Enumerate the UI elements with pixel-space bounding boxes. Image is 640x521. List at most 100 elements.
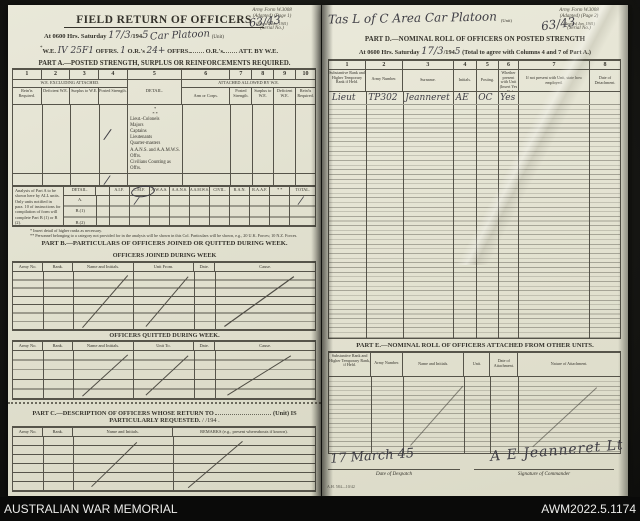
col-header-nature: Nature of Attachment. [550, 361, 588, 366]
despatch-signature-line [328, 469, 460, 470]
footnotes: * Insert detail of higher ranks as neces… [30, 228, 297, 239]
col-header-unit-from: Unit From. [134, 263, 195, 271]
col-header: C.M.F. [130, 187, 150, 195]
commander-signature-line [474, 469, 614, 470]
analysis-row-label: B.(2) [75, 219, 85, 225]
form-ref-line: (Adapted) (Page 1) [252, 14, 292, 20]
page-2: Tas L of C Area Car Platoon (Unit) Army … [322, 5, 628, 496]
col-header: Posted Strength. [230, 88, 253, 104]
entry-initials-handwritten: AE [455, 93, 469, 103]
col-number: 9 [274, 70, 297, 79]
col-header-date-attachment: Date of Attachment. [490, 353, 519, 376]
ors-label: O.R.'s [127, 48, 145, 55]
analysis-row-label: B.(1) [75, 208, 85, 213]
col-number: 1 [13, 70, 42, 79]
entry-posting-handwritten: OC [478, 93, 493, 103]
col-header-name: Name and Initials. [73, 263, 134, 271]
year-handwritten: 5 [454, 47, 461, 57]
col-header: A.W.A.S. [150, 187, 170, 195]
part-d-entry-row: Lieut TP302 Jeanneret AE OC Yes [329, 92, 620, 105]
col-header: Posted Strength. [99, 88, 128, 104]
part-d-datetime-line: At 0600 Hrs. Saturday 17/3/1945 (Total t… [322, 46, 628, 57]
part-a-total-row: / [13, 173, 315, 187]
year-handwritten: 5 [142, 30, 149, 41]
col-header: R.A.N. [230, 187, 251, 195]
higher-rank-markers: * * * [130, 106, 180, 117]
col-number: 4 [454, 61, 477, 69]
officers-joined-title: OFFICERS JOINED DURING WEEK [112, 252, 217, 259]
blank-leader [223, 46, 238, 53]
col-number: 7 [230, 70, 253, 79]
col-header-army-no: Army No. [13, 342, 44, 350]
col-header: Arm or Corps. [182, 88, 231, 104]
datetime-prefix: At 0600 Hrs. Saturday [358, 49, 420, 56]
col-number: 5 [477, 61, 499, 69]
col-number: 5 [128, 70, 183, 79]
quitted-header-row: Army No. Rank. Name and Initials. Unit T… [13, 342, 315, 351]
col-header-surname: Surname. [403, 70, 454, 91]
col-header-detail: DETAIL. [64, 187, 97, 195]
col-header: Rein'ts Required. [13, 88, 42, 104]
offrs-handwritten: 1 [120, 46, 126, 56]
col-header-rank: Rank. [43, 263, 74, 271]
rank-item: Civilians Counting as Offrs. [130, 159, 171, 171]
page-1: Army Form W.3008 (Adapted) (Page 1) (Rev… [8, 5, 321, 496]
rank-item: Lieut.-Colonels [130, 117, 160, 122]
unit-label: (Unit) [500, 18, 512, 23]
ors-handwritten: 24+ [146, 46, 166, 56]
datetime-line: At 0600 Hrs. Saturday 17/3/1945 Car Plat… [44, 28, 224, 42]
we-strength-line: *W.E. IV 25F1 OFFRS. 1 O.R.'s 24+ OFFRS.… [40, 46, 278, 56]
nil-strike-lines [82, 275, 295, 329]
archive-accession-number: AWM2022.5.1174 [541, 502, 636, 516]
att-label: ATT. BY W.E. [238, 48, 279, 55]
printed-year: /194 [443, 49, 455, 56]
col-header-present: Whether present with Unit (Insert Yes or… [499, 70, 519, 91]
col-number: 8 [603, 62, 607, 68]
col-header-name: Name and Initials. [73, 428, 174, 436]
col-header-army-number: Army Number. [366, 70, 403, 91]
col-header: R.A.A.F. [250, 187, 271, 195]
footnote-2: ** Personnel belonging to a category not… [30, 233, 298, 239]
form-reference-block: Army Form W.3008 (Adapted) (Page 2) (Rev… [534, 8, 624, 32]
col-header: A.A.N.S. [170, 187, 190, 195]
nil-strike-lines [91, 440, 243, 489]
part-c-requested-label: PARTICULARLY REQUESTED. [109, 417, 201, 424]
col-header-unit-to: Unit To. [134, 342, 195, 350]
rank-item: Majors [130, 123, 144, 129]
col-header-detachment: Date of Detachment. [594, 75, 616, 85]
col-header: A.A.M.W.S. [190, 187, 210, 195]
col-number: 8 [252, 70, 275, 79]
col-header-initials: Initials. [454, 70, 477, 91]
part-c-heading-text: PART C.—DESCRIPTION OF OFFICERS WHOSE RE… [32, 410, 214, 417]
col-number: 10 [302, 71, 309, 77]
footnote-star: * [40, 46, 43, 51]
analysis-note: Analysis of Part A to be shown here by A… [13, 187, 65, 225]
form-ref-line: Army Form W.3008 [252, 8, 292, 13]
col-header-date: Date. [194, 342, 216, 350]
form-ref-line: (Serial No.) [567, 25, 591, 31]
unit-line: Tas L of C Area Car Platoon (Unit) [328, 9, 512, 27]
commander-signature-label: Signature of Commander [517, 471, 571, 477]
col-header-how-employed: If not present with Unit, state how empl… [519, 70, 590, 91]
col-header-army-no: Army No. [13, 428, 44, 436]
col-number: 2 [366, 61, 403, 69]
datetime-prefix: At 0600 Hrs. Saturday [44, 33, 107, 40]
col-number: 6 [499, 61, 519, 69]
col-header: Surplus to W.E. [252, 88, 275, 104]
form-ref-line: Army Form W.3008 [559, 8, 599, 13]
unit-label: (Unit) [211, 35, 224, 40]
blank-leader [190, 46, 205, 53]
col-header-rank: Substantive Rank and Higher Temporary Ra… [329, 70, 366, 91]
analysis-total-tally-handwritten: / [297, 193, 304, 208]
officers-quitted-title: OFFICERS QUITTED DURING WEEK. [109, 332, 220, 339]
part-d-ruled-body [329, 105, 620, 338]
analysis-body: A. B.(1) B.(2) / / [64, 193, 315, 225]
archive-caption-bar: AUSTRALIAN WAR MEMORIAL AWM2022.5.1174 [0, 497, 640, 521]
entry-surname-handwritten: Jeanneret [405, 93, 450, 103]
printed-year: /194 [130, 33, 143, 40]
we-handwritten: IV 25F1 [57, 46, 94, 56]
unit-blank-leader [215, 408, 272, 415]
entry-present-handwritten: Yes [500, 93, 516, 103]
